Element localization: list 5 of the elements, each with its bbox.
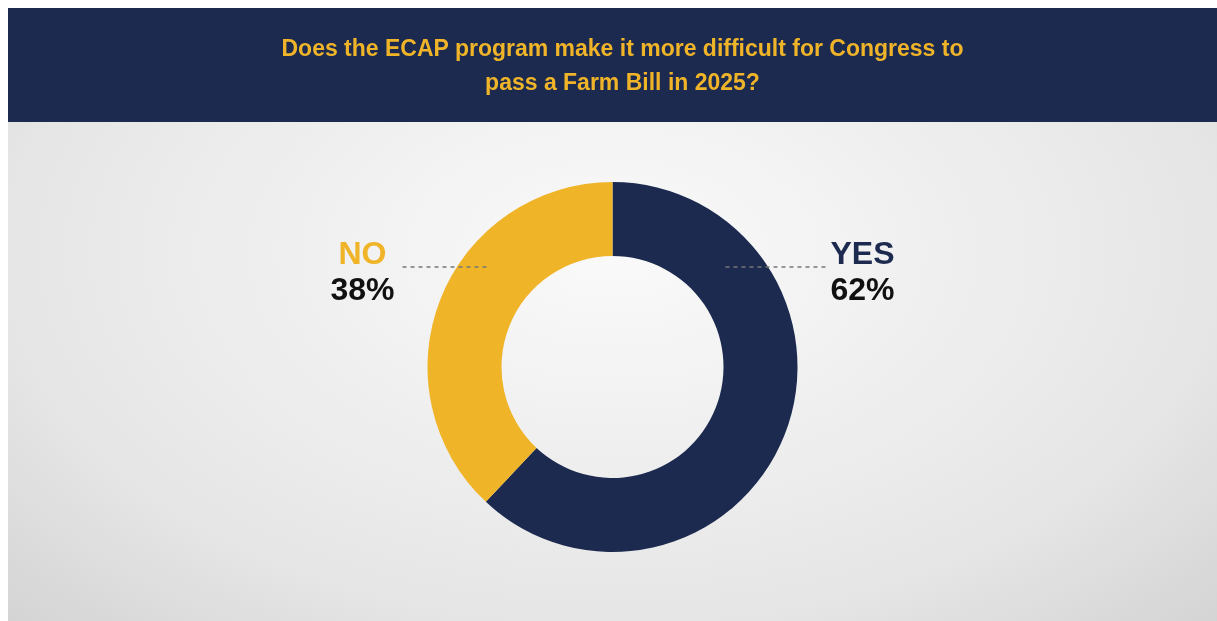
- data-label: 62%: [830, 270, 895, 307]
- chart-title: Does the ECAP program make it more difficult for Congress to pass a Farm Bill in 2025?: [280, 34, 965, 97]
- slice-label: NO: [338, 234, 387, 271]
- data-label: 38%: [330, 270, 395, 307]
- slice-label: YES: [830, 234, 895, 271]
